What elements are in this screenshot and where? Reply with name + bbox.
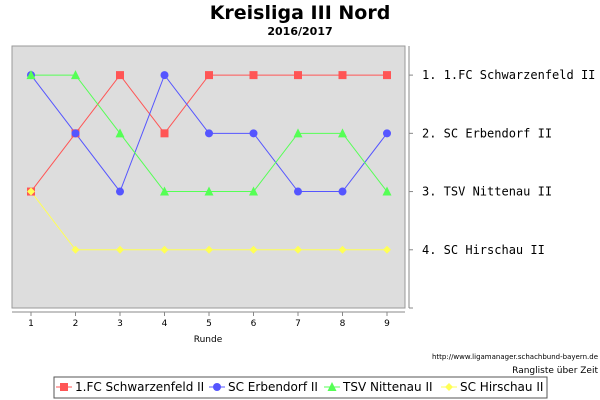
chart-title: Kreisliga III Nord (210, 2, 391, 24)
data-point (160, 129, 169, 138)
data-point (116, 245, 124, 254)
data-point (382, 186, 392, 196)
data-point (160, 71, 169, 80)
data-point (249, 245, 258, 254)
data-point (204, 186, 214, 196)
data-point (383, 245, 391, 254)
x-tick-label: 4 (162, 319, 168, 329)
data-point (71, 70, 80, 80)
x-axis-label: Runde (194, 335, 223, 345)
data-point (294, 187, 302, 196)
data-point (26, 70, 36, 80)
data-point (205, 71, 213, 80)
legend-marker (445, 383, 453, 391)
legend-label: 1.FC Schwarzenfeld II (75, 380, 204, 394)
data-point (71, 245, 80, 254)
data-point (249, 129, 258, 138)
data-point (249, 186, 258, 196)
data-point (338, 128, 347, 138)
x-tick-label: 5 (206, 319, 212, 329)
x-tick-label: 7 (295, 319, 301, 329)
data-point (249, 71, 258, 80)
plot-area (11, 45, 406, 309)
legend-marker (213, 383, 221, 391)
legend-label: SC Erbendorf II (228, 380, 318, 394)
data-point (294, 245, 302, 254)
data-point (383, 129, 391, 138)
data-point (383, 71, 391, 80)
x-tick-label: 3 (117, 319, 123, 329)
data-point (71, 129, 80, 138)
data-point (116, 187, 124, 196)
data-point (293, 128, 303, 138)
data-point (338, 245, 347, 254)
legend-label: TSV Nittenau II (342, 380, 433, 394)
legend-marker (60, 383, 68, 391)
source-text: http://www.ligamanager.schachbund-bayern… (432, 353, 598, 361)
x-tick-label: 2 (73, 319, 79, 329)
data-point (338, 187, 347, 196)
x-tick-label: 1 (28, 319, 34, 329)
y-tick-label: 2. SC Erbendorf II (422, 126, 552, 140)
data-point (27, 187, 35, 196)
legend-marker (327, 382, 337, 391)
data-point (294, 71, 302, 80)
data-point (205, 245, 213, 254)
data-point (116, 71, 124, 80)
x-tick-label: 6 (251, 319, 257, 329)
x-tick-label: 9 (384, 319, 390, 329)
data-point (338, 71, 347, 80)
y-tick-label: 3. TSV Nittenau II (422, 185, 552, 199)
data-point (205, 129, 213, 138)
legend-box (53, 376, 548, 399)
data-point (160, 186, 169, 196)
y-tick-label: 1. 1.FC Schwarzenfeld II (422, 68, 595, 82)
data-point (160, 245, 169, 254)
footer-text: Rangliste über Zeit (512, 366, 598, 376)
y-tick-label: 4. SC Hirschau II (422, 243, 545, 257)
data-point (115, 128, 125, 138)
x-tick-label: 8 (340, 319, 346, 329)
chart-subtitle: 2016/2017 (267, 25, 332, 38)
legend-label: SC Hirschau II (460, 380, 543, 394)
